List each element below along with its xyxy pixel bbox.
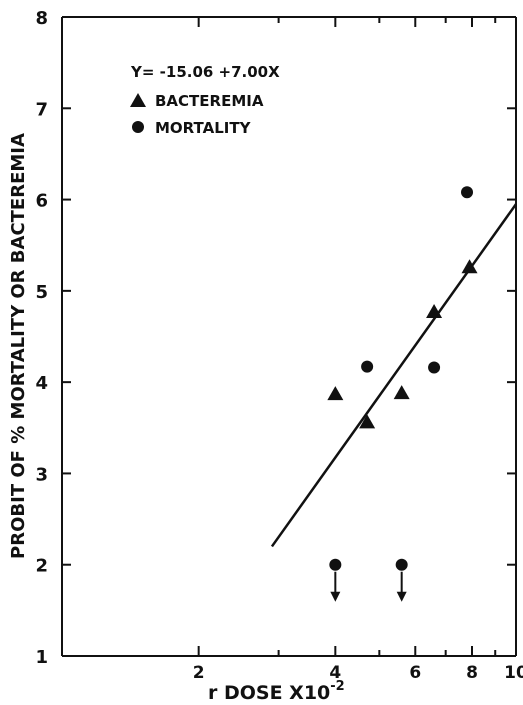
legend-triangle-marker: [130, 93, 146, 107]
y-tick-label-2: 2: [35, 556, 48, 577]
y-tick-label-7: 7: [35, 99, 48, 120]
legend: Y= -15.06 +7.00X BACTEREMIA MORTALITY: [130, 63, 280, 137]
x-tick-label-10: 10: [504, 663, 523, 683]
bacteremia-point-4: [461, 259, 478, 274]
mortality-point-0: [329, 558, 342, 571]
axis-ticks: 1 2 3 4 5 6 7 8 2 4 6 8 10: [35, 8, 523, 683]
regression-equation: Y= -15.06 +7.00X: [130, 63, 280, 81]
mortality-point-4: [461, 186, 474, 199]
mortality-arrow-head-2: [396, 591, 407, 602]
legend-label-mortality: MORTALITY: [155, 119, 252, 137]
fit-line: [270, 203, 518, 548]
bacteremia-point-1: [359, 414, 376, 429]
x-tick-label-2: 2: [193, 663, 205, 683]
mortality-point-3: [428, 361, 441, 374]
bacteremia-point-2: [393, 385, 410, 400]
mortality-arrow-head-0: [330, 591, 341, 602]
bacteremia-point-3: [426, 303, 443, 318]
y-axis-label: PROBIT OF % MORTALITY OR BACTEREMIA: [8, 133, 29, 559]
y-tick-label-4: 4: [35, 373, 48, 394]
legend-label-bacteremia: BACTEREMIA: [155, 92, 264, 110]
y-tick-label-8: 8: [35, 8, 48, 29]
x-tick-label-4: 4: [329, 663, 341, 683]
mortality-point-2: [395, 558, 408, 571]
y-tick-label-5: 5: [35, 282, 48, 303]
y-tick-label-1: 1: [35, 647, 48, 668]
y-tick-label-6: 6: [35, 191, 48, 212]
x-axis-label: r DOSE X10-2: [208, 679, 345, 704]
x-tick-label-6: 6: [409, 663, 421, 683]
plot-axes: [61, 16, 517, 657]
fit-line-group: [270, 203, 518, 548]
x-tick-label-8: 8: [466, 663, 478, 683]
mortality-point-1: [361, 360, 374, 373]
data-marks: [327, 186, 478, 602]
y-tick-label-3: 3: [35, 464, 48, 485]
bacteremia-point-0: [327, 386, 344, 401]
legend-circle-marker: [132, 121, 144, 133]
